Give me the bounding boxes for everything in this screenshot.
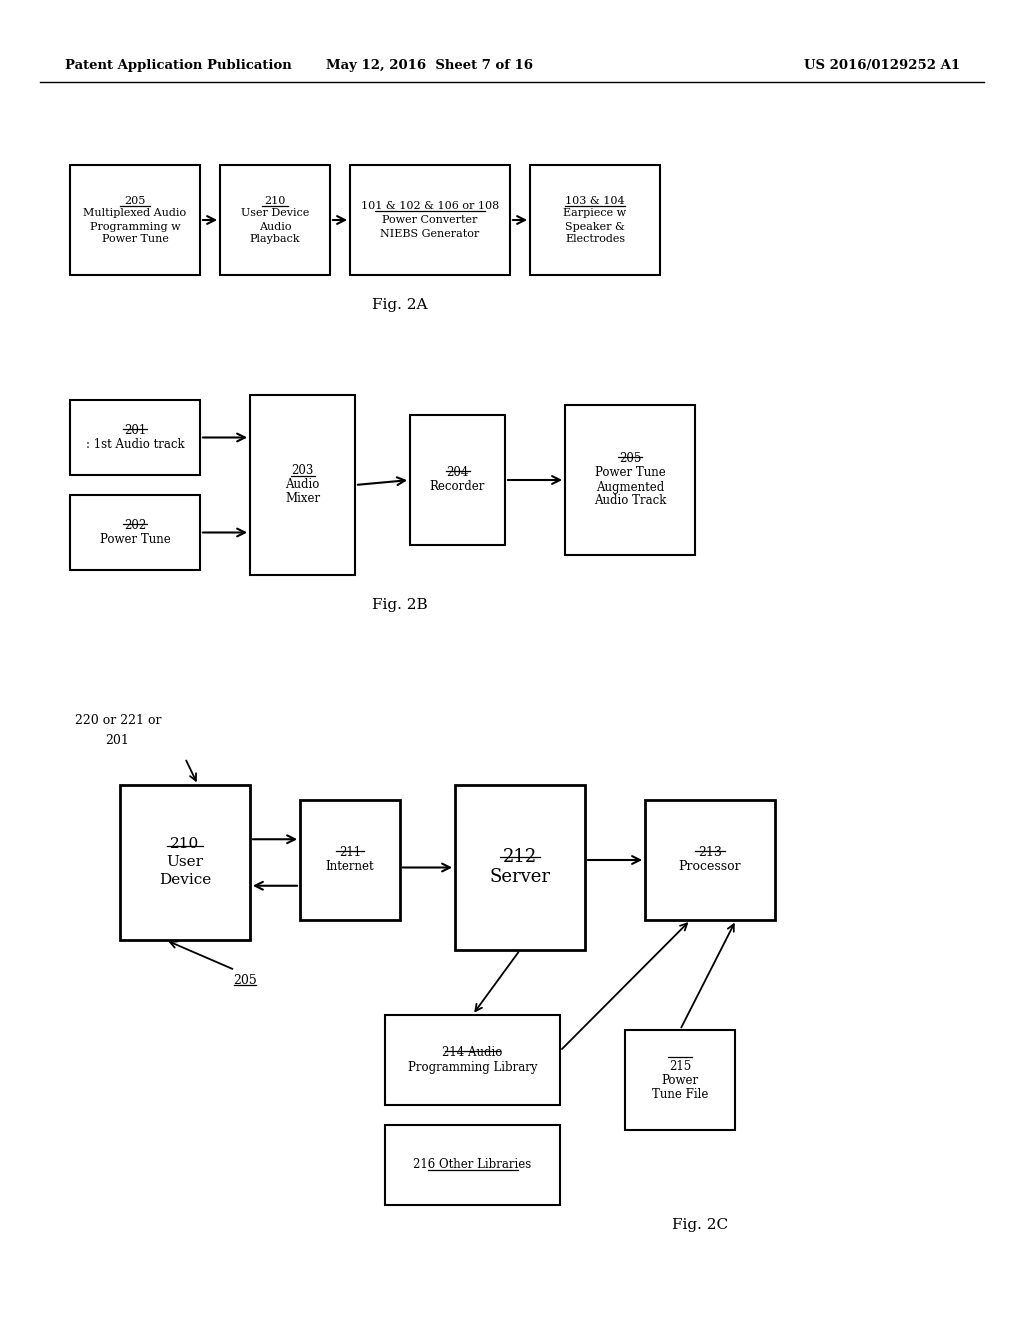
Text: Augmented: Augmented [596, 480, 665, 494]
Text: 213: 213 [698, 846, 722, 859]
Bar [70, 165, 200, 275]
Bar [410, 414, 505, 545]
Text: Electrodes: Electrodes [565, 235, 625, 244]
Text: 212: 212 [503, 849, 538, 866]
Text: 214 Audio: 214 Audio [442, 1047, 503, 1060]
Text: Programming Library: Programming Library [408, 1060, 538, 1073]
Text: Processor: Processor [679, 861, 741, 874]
Text: Power Tune: Power Tune [99, 533, 170, 546]
Text: Power Tune: Power Tune [595, 466, 666, 479]
Text: Recorder: Recorder [430, 480, 485, 494]
Text: Audio Track: Audio Track [594, 495, 667, 507]
Text: Server: Server [489, 869, 551, 887]
Bar [250, 395, 355, 576]
Text: 211: 211 [339, 846, 361, 859]
Text: Patent Application Publication: Patent Application Publication [65, 58, 292, 71]
Bar [70, 400, 200, 475]
Text: Speaker &: Speaker & [565, 222, 625, 231]
Text: 201: 201 [105, 734, 129, 747]
Text: 205: 205 [124, 195, 145, 206]
Text: 210: 210 [264, 195, 286, 206]
Text: Fig. 2C: Fig. 2C [672, 1218, 728, 1232]
Text: 203: 203 [291, 465, 313, 478]
Text: Audio: Audio [259, 222, 291, 231]
Text: 215: 215 [669, 1060, 691, 1072]
Text: Power: Power [662, 1073, 698, 1086]
Text: Audio: Audio [286, 479, 319, 491]
Text: Power Tune: Power Tune [101, 235, 168, 244]
Bar [645, 800, 775, 920]
Text: Tune File: Tune File [652, 1088, 709, 1101]
Text: Multiplexed Audio: Multiplexed Audio [83, 209, 186, 219]
Text: 103 & 104: 103 & 104 [565, 195, 625, 206]
Text: 205: 205 [233, 974, 257, 986]
Text: 101 & 102 & 106 or 108: 101 & 102 & 106 or 108 [360, 201, 499, 211]
Text: Internet: Internet [326, 861, 375, 874]
Bar [385, 1125, 560, 1205]
Bar [350, 165, 510, 275]
Text: User Device: User Device [241, 209, 309, 219]
Text: Fig. 2A: Fig. 2A [373, 298, 428, 312]
Text: May 12, 2016  Sheet 7 of 16: May 12, 2016 Sheet 7 of 16 [327, 58, 534, 71]
Text: Power Converter: Power Converter [382, 215, 477, 224]
Text: 216 Other Libraries: 216 Other Libraries [414, 1159, 531, 1172]
Text: 201: 201 [124, 424, 146, 437]
Text: 220 or 221 or: 220 or 221 or [75, 714, 162, 726]
Bar [625, 1030, 735, 1130]
Bar [220, 165, 330, 275]
Text: User: User [167, 855, 204, 870]
Text: 204: 204 [446, 466, 469, 479]
Text: Mixer: Mixer [285, 492, 321, 506]
Bar [70, 495, 200, 570]
Text: 205: 205 [618, 453, 641, 466]
Text: Playback: Playback [250, 235, 300, 244]
Text: 202: 202 [124, 519, 146, 532]
Text: NIEBS Generator: NIEBS Generator [380, 228, 479, 239]
Text: Programming w: Programming w [90, 222, 180, 231]
Text: Earpiece w: Earpiece w [563, 209, 627, 219]
Text: : 1st Audio track: : 1st Audio track [86, 438, 184, 451]
Text: US 2016/0129252 A1: US 2016/0129252 A1 [804, 58, 961, 71]
Bar [385, 1015, 560, 1105]
Text: Device: Device [159, 874, 211, 887]
Bar [565, 405, 695, 554]
Text: 210: 210 [170, 837, 200, 851]
Bar [455, 785, 585, 950]
Bar [300, 800, 400, 920]
Bar [530, 165, 660, 275]
Bar [120, 785, 250, 940]
Text: Fig. 2B: Fig. 2B [372, 598, 428, 612]
